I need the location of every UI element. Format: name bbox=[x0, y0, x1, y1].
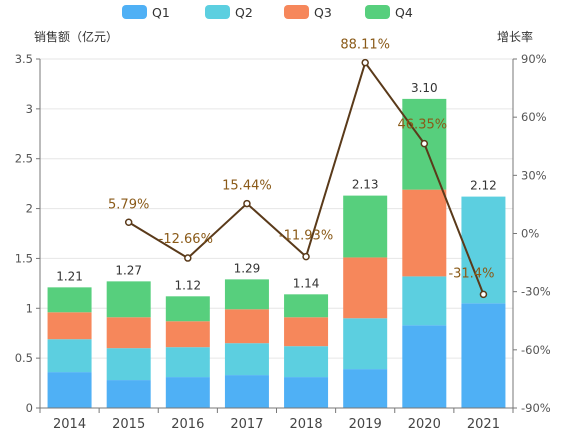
left-tick-label: 3.5 bbox=[15, 52, 33, 66]
bar-q3 bbox=[106, 317, 151, 349]
growth-label: 46.35% bbox=[398, 118, 448, 133]
left-tick-label: 2 bbox=[26, 202, 33, 216]
total-labels: 1.21 1.27 1.12 1.29 1.14 2.13 3.10 2.12 bbox=[56, 81, 497, 292]
left-tick-label: 1.5 bbox=[15, 251, 33, 265]
right-tick-label: -90% bbox=[521, 401, 551, 415]
legend-swatch bbox=[122, 5, 147, 19]
x-tick-label: 2016 bbox=[171, 417, 204, 432]
growth-point bbox=[302, 252, 310, 261]
bar-q1 bbox=[343, 369, 388, 408]
x-tick-label: 2014 bbox=[53, 417, 86, 432]
bar-q2 bbox=[461, 196, 506, 304]
legend-item-q3[interactable]: Q3 bbox=[284, 5, 332, 20]
bar-q1 bbox=[47, 372, 92, 408]
bar-q2 bbox=[106, 348, 151, 381]
legend-item-q4[interactable]: Q4 bbox=[365, 5, 413, 20]
bar-q1 bbox=[106, 380, 151, 408]
growth-point bbox=[361, 58, 369, 67]
right-tick-label: 90% bbox=[521, 52, 547, 66]
legend-label: Q1 bbox=[152, 5, 170, 20]
bar-q2 bbox=[284, 346, 329, 378]
total-label: 1.29 bbox=[234, 261, 261, 275]
bar-q1 bbox=[165, 377, 210, 408]
total-label: 2.12 bbox=[470, 179, 497, 193]
bar-q2 bbox=[165, 347, 210, 378]
axes: 0 0.5 1 1.5 2 2.5 3 3.5 -90% -60% -30% 0% 30% 60% 90% 2… bbox=[15, 52, 551, 432]
bar-q3 bbox=[47, 312, 92, 340]
bar-q3 bbox=[284, 317, 329, 347]
bar-q4 bbox=[284, 294, 329, 318]
right-tick-label: 30% bbox=[521, 168, 547, 182]
growth-label: 15.44% bbox=[222, 179, 272, 194]
x-tick-label: 2020 bbox=[408, 417, 441, 432]
bar-q3 bbox=[402, 189, 447, 277]
left-tick-label: 3 bbox=[26, 102, 33, 116]
left-tick-label: 2.5 bbox=[15, 152, 33, 166]
right-tick-label: -60% bbox=[521, 343, 551, 357]
total-label: 2.13 bbox=[352, 178, 379, 192]
bar-q2 bbox=[224, 343, 269, 376]
growth-point bbox=[479, 290, 488, 299]
bar-q3 bbox=[343, 257, 388, 319]
total-label: 1.12 bbox=[174, 278, 201, 292]
left-axis-title: 销售额（亿元） bbox=[34, 29, 118, 44]
x-tick-label: 2018 bbox=[290, 417, 323, 432]
right-tick-label: 60% bbox=[521, 110, 547, 124]
legend-label: Q4 bbox=[395, 5, 413, 20]
bar-q4 bbox=[165, 296, 210, 322]
bar-q3 bbox=[224, 309, 269, 344]
bar-q2 bbox=[402, 276, 447, 326]
bars bbox=[47, 98, 506, 408]
legend-item-q2[interactable]: Q2 bbox=[205, 5, 253, 20]
legend-swatch bbox=[205, 5, 230, 19]
x-tick-label: 2015 bbox=[112, 417, 145, 432]
total-label: 3.10 bbox=[411, 81, 438, 95]
growth-point bbox=[124, 218, 133, 227]
bar-q1 bbox=[461, 303, 506, 408]
left-tick-label: 0 bbox=[26, 401, 33, 415]
legend-item-q1[interactable]: Q1 bbox=[122, 5, 170, 20]
legend-swatch bbox=[365, 5, 390, 19]
bar-q4 bbox=[47, 287, 92, 313]
growth-label: 88.11% bbox=[340, 38, 390, 53]
left-tick-label: 1 bbox=[26, 301, 33, 315]
bar-q4 bbox=[106, 281, 151, 318]
x-tick-label: 2019 bbox=[349, 417, 382, 432]
total-label: 1.27 bbox=[115, 263, 142, 277]
right-tick-label: 0% bbox=[521, 227, 539, 241]
bar-q2 bbox=[343, 318, 388, 370]
bar-q1 bbox=[284, 377, 329, 408]
bar-q1 bbox=[224, 375, 269, 408]
total-label: 1.21 bbox=[56, 269, 83, 283]
legend-label: Q3 bbox=[314, 5, 332, 20]
growth-label: -11.93% bbox=[279, 229, 333, 244]
growth-label: -31.4% bbox=[448, 266, 494, 281]
bar-q4 bbox=[224, 279, 269, 310]
right-tick-label: -30% bbox=[521, 285, 551, 299]
left-tick-label: 0.5 bbox=[15, 351, 33, 365]
legend[interactable]: Q1 Q2 Q3 Q4 bbox=[122, 5, 413, 20]
growth-label: 5.79% bbox=[108, 197, 149, 212]
right-axis-title: 增长率 bbox=[497, 29, 533, 44]
growth-point bbox=[420, 139, 429, 148]
bar-q3 bbox=[165, 321, 210, 348]
growth-point bbox=[243, 199, 251, 208]
bar-q4 bbox=[343, 195, 388, 258]
growth-label: -12.66% bbox=[159, 232, 213, 247]
x-tick-label: 2017 bbox=[230, 417, 263, 432]
growth-line-layer: 5.79% -12.66% 15.44% -11.93% 88.11% 46.35% -31… bbox=[108, 38, 494, 299]
growth-point bbox=[184, 254, 192, 262]
total-label: 1.14 bbox=[293, 276, 320, 290]
legend-label: Q2 bbox=[235, 5, 253, 20]
x-tick-label: 2021 bbox=[467, 417, 500, 432]
bar-q2 bbox=[47, 339, 92, 373]
bar-q1 bbox=[402, 325, 447, 408]
legend-swatch bbox=[284, 5, 309, 19]
